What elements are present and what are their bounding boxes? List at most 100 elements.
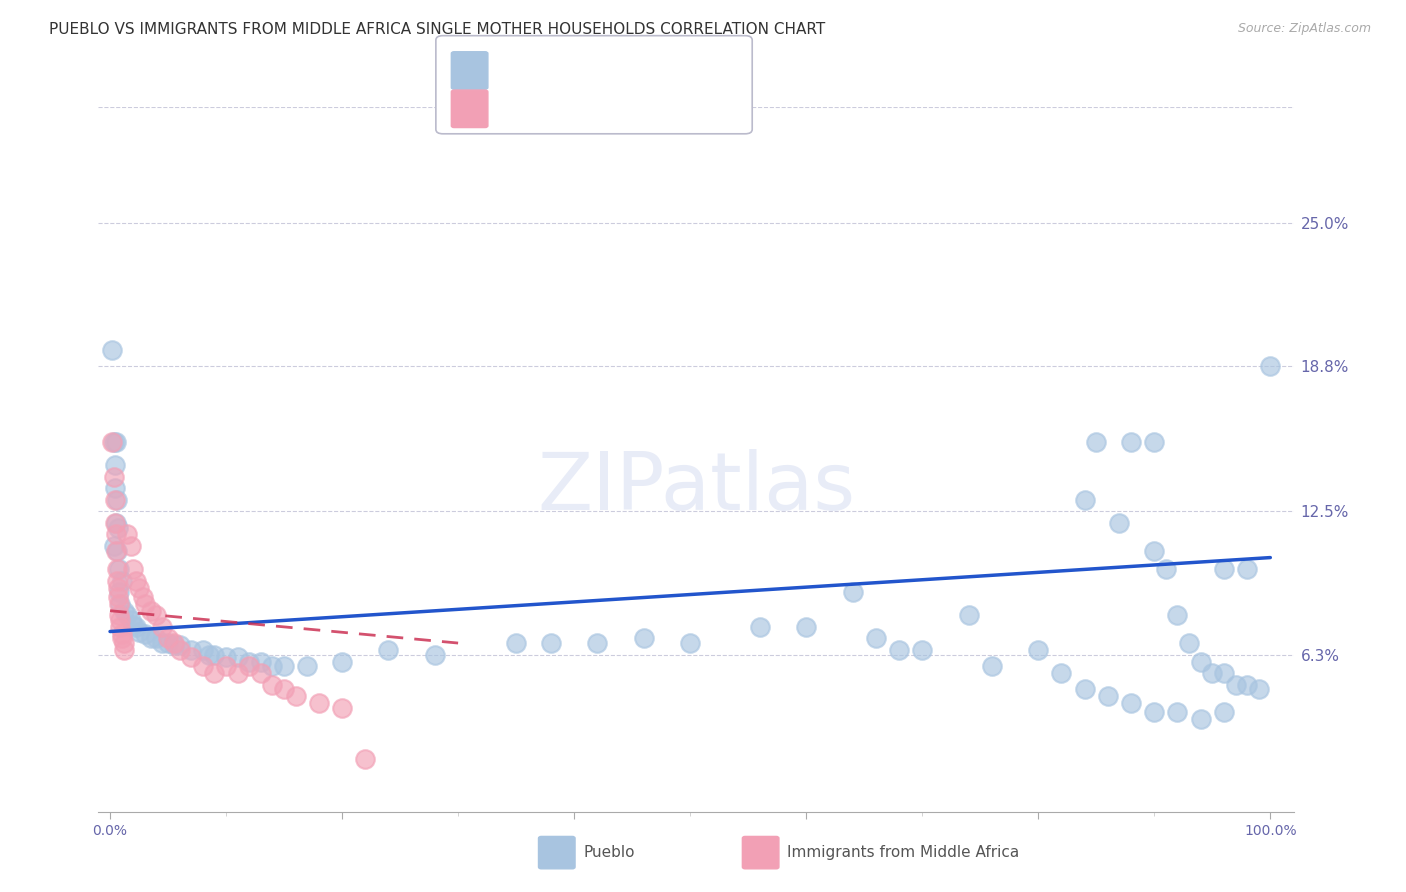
- Point: [145, 608, 167, 623]
- Point: [1225, 678, 1247, 692]
- Point: [150, 620, 173, 634]
- Point: [980, 659, 1002, 673]
- Point: [134, 627, 156, 641]
- Point: [191, 643, 214, 657]
- Point: [1026, 643, 1049, 657]
- Point: [120, 539, 142, 553]
- Point: [105, 543, 128, 558]
- Point: [1097, 689, 1119, 703]
- Point: [226, 666, 249, 681]
- Point: [145, 632, 167, 646]
- Point: [117, 527, 139, 541]
- Text: 57: 57: [665, 60, 690, 78]
- Text: ZIPatlas: ZIPatlas: [537, 449, 855, 526]
- Point: [134, 597, 156, 611]
- Point: [112, 643, 135, 657]
- Point: [103, 435, 125, 450]
- Point: [108, 608, 131, 623]
- Point: [330, 655, 353, 669]
- Point: [112, 604, 135, 618]
- Text: PUEBLO VS IMMIGRANTS FROM MIDDLE AFRICA SINGLE MOTHER HOUSEHOLDS CORRELATION CHA: PUEBLO VS IMMIGRANTS FROM MIDDLE AFRICA …: [49, 22, 825, 37]
- Point: [124, 574, 146, 588]
- Point: [1119, 696, 1142, 710]
- Point: [1085, 435, 1108, 450]
- Point: [679, 636, 702, 650]
- Point: [150, 636, 173, 650]
- Point: [354, 751, 377, 765]
- Point: [794, 620, 817, 634]
- Point: [117, 608, 139, 623]
- Point: [586, 636, 609, 650]
- Point: [1143, 435, 1166, 450]
- Point: [1166, 706, 1188, 720]
- Point: [157, 632, 180, 646]
- Point: [273, 682, 295, 697]
- Point: [1119, 435, 1142, 450]
- Point: [1236, 562, 1258, 576]
- Point: [1073, 682, 1095, 697]
- Text: N =: N =: [619, 60, 658, 78]
- Text: 0.234: 0.234: [544, 60, 600, 78]
- Point: [1178, 636, 1201, 650]
- Point: [865, 632, 887, 646]
- Point: [1073, 492, 1095, 507]
- Point: [1143, 543, 1166, 558]
- Point: [163, 636, 186, 650]
- Point: [273, 659, 295, 673]
- Point: [204, 666, 226, 681]
- Point: [163, 639, 186, 653]
- Point: [841, 585, 863, 599]
- Point: [110, 613, 132, 627]
- Point: [748, 620, 770, 634]
- Point: [104, 516, 127, 530]
- Point: [105, 562, 128, 576]
- Point: [1236, 678, 1258, 692]
- Point: [108, 597, 131, 611]
- Point: [105, 574, 128, 588]
- Point: [122, 617, 145, 632]
- Point: [107, 590, 129, 604]
- Point: [1166, 608, 1188, 623]
- Text: Source: ZipAtlas.com: Source: ZipAtlas.com: [1237, 22, 1371, 36]
- Point: [262, 678, 284, 692]
- Point: [101, 435, 124, 450]
- Point: [226, 649, 249, 664]
- Point: [157, 636, 180, 650]
- Point: [112, 636, 135, 650]
- Point: [131, 590, 153, 604]
- Text: Pueblo: Pueblo: [583, 845, 636, 860]
- Point: [1108, 516, 1130, 530]
- Point: [139, 632, 162, 646]
- Point: [180, 649, 202, 664]
- Point: [505, 636, 527, 650]
- Point: [204, 648, 226, 662]
- Text: 44: 44: [665, 98, 690, 116]
- Point: [111, 574, 134, 588]
- Point: [105, 492, 128, 507]
- Point: [423, 648, 446, 662]
- Point: [633, 632, 655, 646]
- Text: Immigrants from Middle Africa: Immigrants from Middle Africa: [787, 845, 1019, 860]
- Point: [250, 655, 273, 669]
- Point: [101, 343, 124, 357]
- Point: [104, 481, 127, 495]
- Point: [104, 458, 127, 472]
- Point: [104, 516, 127, 530]
- Point: [108, 562, 131, 576]
- Point: [104, 435, 127, 450]
- Point: [297, 659, 319, 673]
- Point: [103, 539, 125, 553]
- Point: [139, 604, 162, 618]
- Point: [108, 585, 131, 599]
- Point: [1201, 666, 1223, 681]
- Point: [1247, 682, 1270, 697]
- Point: [250, 666, 273, 681]
- Point: [1212, 706, 1234, 720]
- Text: -0.341: -0.341: [544, 98, 609, 116]
- Point: [111, 632, 134, 646]
- Point: [330, 700, 353, 714]
- Point: [104, 492, 127, 507]
- Point: [1189, 655, 1212, 669]
- Point: [128, 624, 150, 639]
- Point: [887, 643, 910, 657]
